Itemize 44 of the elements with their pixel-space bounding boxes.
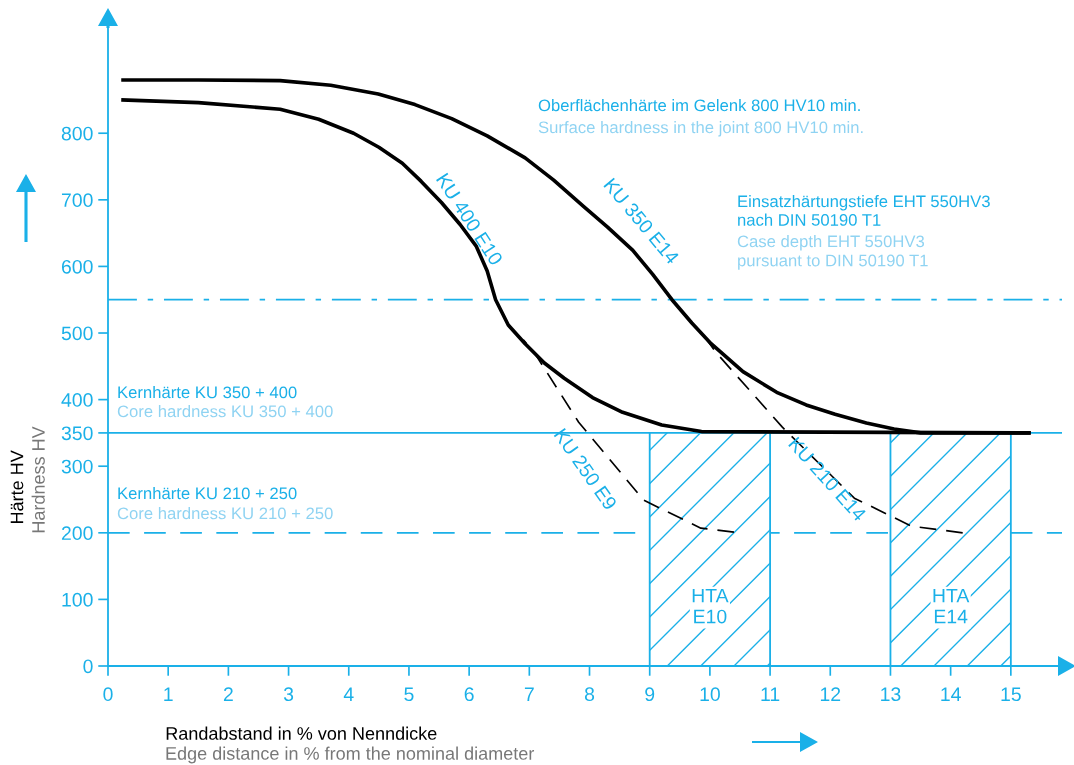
x-tick-label: 1: [164, 687, 173, 701]
x-tick-label: 11: [761, 687, 780, 701]
x-tick-label: 8: [584, 687, 595, 702]
y-tick-label: 800: [61, 126, 93, 141]
x-tick-label: 12: [820, 687, 841, 701]
y-tick-label: 350: [61, 426, 93, 441]
x-tick-label: 13: [881, 687, 901, 702]
x-tick-label: 0: [103, 687, 113, 702]
x-tick-label: 2: [223, 687, 233, 701]
x-tick-label: 14: [941, 687, 961, 701]
x-tick-label: 4: [343, 687, 354, 701]
y-tick-label: 200: [61, 526, 93, 541]
series-label: HTA E14: [933, 588, 970, 624]
y-tick-label: 100: [62, 592, 93, 607]
ref-line-label: Einsatzhärtungstiefe EHT 550HV3 nach DIN 50190 T1: [738, 195, 990, 226]
series-label: HTA E10: [692, 588, 729, 624]
y-tick-label: 700: [61, 193, 93, 208]
text: KU 400 E10: [435, 172, 504, 267]
x-tick-label: 5: [404, 687, 414, 702]
annotation: Core hardness KU 210 + 250: [117, 507, 333, 520]
y-tick-label: 0: [83, 659, 93, 674]
annotation: Core hardness KU 350 + 400: [117, 405, 333, 418]
y-tick-label: 500: [61, 326, 93, 341]
x-tick-label: 15: [1001, 687, 1021, 702]
annotation: Oberflächenhärte im Gelenk 800 HV10 min.: [538, 99, 860, 112]
x-tick-label: 10: [700, 687, 720, 702]
text: KU 250 E9: [553, 427, 618, 511]
y-tick-label: 400: [61, 393, 93, 407]
annotation: Surface hardness in the joint 800 HV10 min.: [538, 121, 863, 137]
x-tick-label: 3: [283, 687, 294, 702]
y-tick-label: 600: [61, 259, 93, 274]
y-axis-title: Härte HV: [10, 450, 24, 523]
text: KU 350 E14: [603, 177, 680, 266]
ref-line-label: Kernhärte KU 210 + 250: [118, 487, 297, 500]
y-tick-label: 300: [61, 459, 93, 474]
annotation: Case depth EHT 550HV3 pursuant to DIN 50190 T1: [737, 235, 928, 270]
ref-line-label: Kernhärte KU 350 + 400: [118, 386, 297, 399]
x-axis-title: Randabstand in % von Nenndicke: [166, 726, 437, 740]
x-tick-label: 6: [464, 687, 474, 702]
text: KU 210 E14: [788, 436, 868, 523]
text: Hardness HV: [31, 426, 45, 533]
x-tick-label: 9: [645, 687, 655, 702]
x-tick-label: 7: [524, 687, 534, 701]
text: Edge distance in % from the nominal diameter: [166, 746, 535, 764]
